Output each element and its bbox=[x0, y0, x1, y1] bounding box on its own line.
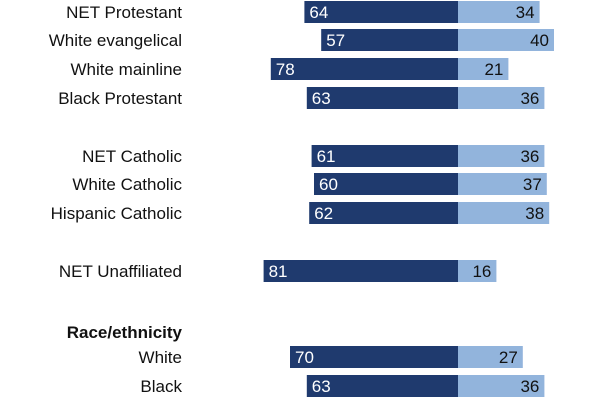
row-label: NET Unaffiliated bbox=[59, 262, 182, 281]
row-label: White mainline bbox=[71, 60, 183, 79]
bar-right-value: 36 bbox=[520, 147, 539, 166]
bar-right-value: 37 bbox=[523, 175, 542, 194]
bar-left-value: 81 bbox=[269, 262, 288, 281]
bar-right-value: 36 bbox=[520, 89, 539, 108]
bar-left bbox=[306, 375, 458, 397]
bar-left-value: 78 bbox=[276, 60, 295, 79]
bar-right bbox=[458, 145, 545, 167]
bar-left bbox=[263, 260, 458, 282]
bar-right-value: 21 bbox=[484, 60, 503, 79]
row-label: White Catholic bbox=[72, 175, 182, 194]
bar-left-value: 70 bbox=[295, 348, 314, 367]
bar-right bbox=[458, 260, 497, 282]
bar-right-value: 38 bbox=[525, 204, 544, 223]
bar-left bbox=[290, 346, 458, 368]
row-label: Black bbox=[140, 377, 182, 396]
bar-left-value: 63 bbox=[312, 89, 331, 108]
row-label: NET Catholic bbox=[82, 147, 182, 166]
bar-left bbox=[309, 202, 458, 224]
bar-right bbox=[458, 1, 540, 23]
bar-left-value: 61 bbox=[317, 147, 336, 166]
bar-right-value: 40 bbox=[530, 31, 549, 50]
bar-left-value: 62 bbox=[314, 204, 333, 223]
row-label: Black Protestant bbox=[58, 89, 182, 108]
bar-right bbox=[458, 58, 509, 80]
bar-right-value: 36 bbox=[520, 377, 539, 396]
bar-right-value: 27 bbox=[499, 348, 518, 367]
section-header: Race/ethnicity bbox=[67, 323, 183, 342]
bar-right bbox=[458, 173, 547, 195]
bar-right-value: 34 bbox=[516, 3, 535, 22]
row-label: NET Protestant bbox=[66, 3, 182, 22]
bar-left-value: 57 bbox=[326, 31, 345, 50]
bar-left bbox=[314, 173, 458, 195]
bar-left bbox=[270, 58, 458, 80]
bar-left bbox=[304, 1, 458, 23]
bar-left-value: 64 bbox=[309, 3, 328, 22]
bar-right bbox=[458, 375, 545, 397]
row-label: White bbox=[139, 348, 182, 367]
bar-right bbox=[458, 87, 545, 109]
bar-right bbox=[458, 346, 523, 368]
bar-left bbox=[311, 145, 458, 167]
row-label: White evangelical bbox=[49, 31, 182, 50]
bar-left-value: 60 bbox=[319, 175, 338, 194]
bar-left bbox=[306, 87, 458, 109]
bar-left-value: 63 bbox=[312, 377, 331, 396]
bar-right-value: 16 bbox=[472, 262, 491, 281]
bar-right bbox=[458, 202, 550, 224]
bar-left bbox=[321, 29, 458, 51]
bar-right bbox=[458, 29, 554, 51]
row-label: Hispanic Catholic bbox=[51, 204, 183, 223]
